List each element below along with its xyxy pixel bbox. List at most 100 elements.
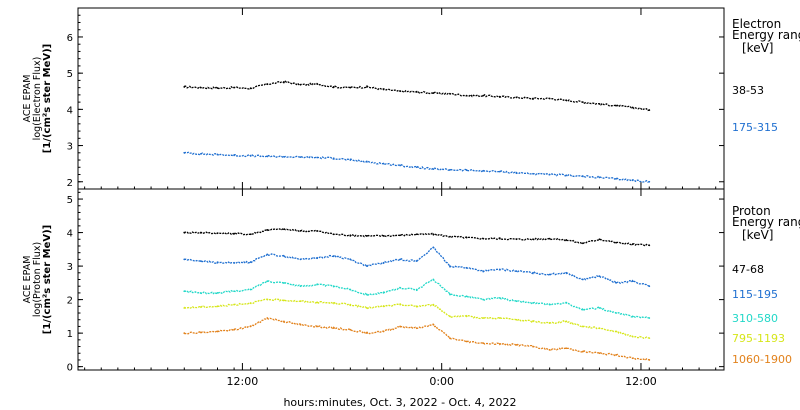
electron-y-axis-label: ACE EPAM log(Electron Flux) [1/(cm²s ster …: [22, 44, 53, 153]
data-point: [249, 233, 252, 236]
legend-unit: [keV]: [742, 228, 773, 242]
data-point: [631, 179, 634, 182]
data-point: [332, 157, 335, 160]
data-point: [449, 337, 451, 340]
data-point: [548, 173, 551, 176]
data-point: [498, 237, 501, 240]
data-point: [399, 234, 402, 237]
data-point: [266, 317, 269, 319]
data-point: [266, 298, 269, 301]
series-47-68: [183, 227, 651, 247]
data-point: [631, 280, 634, 283]
data-point: [199, 306, 202, 308]
data-point: [598, 307, 601, 309]
data-point: [432, 303, 435, 306]
data-point: [482, 170, 485, 172]
data-point: [465, 169, 468, 172]
data-point: [498, 342, 501, 345]
data-point: [366, 265, 368, 267]
data-point: [565, 99, 568, 102]
y-tick-label: 4: [67, 229, 73, 240]
data-point: [482, 94, 485, 97]
data-point: [515, 300, 518, 303]
data-point: [199, 231, 202, 234]
data-point: [316, 325, 319, 328]
data-point: [316, 256, 319, 259]
y-axis-label-line: log(Electron Flux): [32, 57, 43, 141]
data-point: [316, 156, 319, 159]
data-point: [266, 280, 269, 283]
data-point: [216, 153, 219, 156]
data-point: [283, 228, 285, 231]
data-point: [482, 298, 485, 301]
data-point: [399, 325, 402, 328]
data-point: [648, 285, 651, 288]
y-tick-label: 0: [67, 363, 73, 374]
data-point: [598, 275, 601, 278]
data-point: [316, 301, 319, 304]
data-point: [332, 255, 335, 257]
data-point: [548, 273, 551, 276]
data-point: [316, 83, 319, 85]
series-line: [183, 227, 650, 247]
y-tick-label: 1: [67, 329, 73, 340]
data-point: [449, 235, 451, 238]
data-point: [366, 235, 368, 237]
data-point: [183, 258, 186, 261]
data-point: [648, 244, 651, 247]
legend-subtitle: Energy ranges: [732, 215, 800, 229]
data-point: [581, 175, 584, 178]
data-point: [299, 156, 302, 159]
data-point: [199, 260, 202, 262]
data-point: [498, 317, 501, 319]
data-point: [548, 303, 551, 306]
data-point: [432, 278, 435, 281]
data-point: [216, 232, 219, 235]
data-point: [316, 283, 319, 286]
data-point: [615, 330, 617, 333]
data-point: [465, 315, 468, 318]
legend-title: Electron: [732, 17, 781, 31]
y-axis-label-line: [1/(cm²s ster MeV)]: [42, 44, 53, 153]
data-point: [233, 303, 236, 306]
data-point: [233, 232, 236, 235]
y-tick-label: 5: [67, 195, 73, 206]
electron-plot-frame: [77, 7, 725, 190]
data-point: [283, 281, 285, 284]
data-point: [349, 288, 352, 291]
data-point: [332, 327, 335, 330]
x-axis-label: hours:minutes, Oct. 3, 2022 - Oct. 4, 20…: [283, 396, 516, 409]
data-point: [366, 86, 368, 88]
data-point: [449, 92, 451, 95]
data-point: [382, 305, 385, 308]
data-point: [449, 315, 451, 318]
data-point: [216, 87, 219, 89]
data-point: [532, 271, 534, 274]
y-tick-label: 2: [67, 296, 73, 307]
data-point: [332, 285, 335, 288]
y-axis-label-line: ACE EPAM: [22, 75, 33, 123]
data-point: [266, 228, 269, 231]
y-axis-label-line: log(Proton Flux): [32, 242, 43, 317]
data-point: [648, 337, 651, 340]
data-point: [283, 320, 285, 323]
data-point: [382, 330, 385, 333]
data-point: [631, 106, 634, 109]
data-point: [548, 237, 551, 240]
y-tick-label: 3: [67, 142, 73, 153]
data-point: [581, 101, 584, 104]
data-point: [199, 331, 202, 334]
series-line: [184, 317, 650, 361]
data-point: [183, 332, 186, 335]
data-point: [648, 317, 651, 319]
data-point: [332, 233, 335, 236]
data-point: [515, 343, 518, 346]
data-point: [581, 308, 584, 311]
data-point: [399, 164, 402, 167]
data-point: [283, 80, 285, 83]
series-310-580: [183, 278, 651, 319]
data-point: [199, 86, 202, 89]
data-point: [283, 299, 285, 302]
data-point: [415, 233, 418, 236]
data-point: [415, 166, 418, 169]
